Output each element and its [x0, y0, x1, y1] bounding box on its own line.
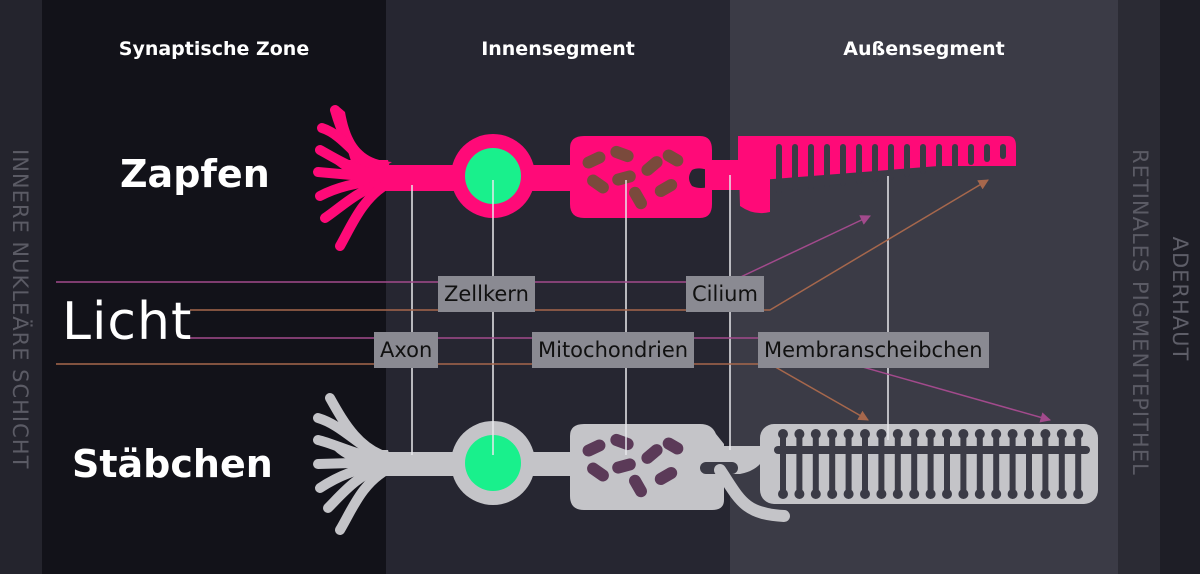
rod-mitochondria [582, 433, 684, 498]
cone-title: Zapfen [120, 152, 270, 196]
rod-cell [313, 393, 1098, 535]
cone-discs [776, 144, 1006, 194]
label-nucleus: Zellkern [438, 276, 535, 312]
label-cilium: Cilium [686, 276, 764, 312]
side-label-pigment-epithelium: RETINALES PIGMENTEPITHEL [1128, 149, 1152, 476]
zone-title-outer-segment: Außensegment [843, 38, 1005, 60]
label-discs: Membranscheibchen [758, 332, 989, 368]
side-label-choroid: ADERHAUT [1168, 236, 1192, 362]
choroid-band [1160, 0, 1200, 574]
zone-title-inner-segment: Innensegment [481, 38, 635, 60]
inner-nuclear-layer-band [0, 0, 42, 574]
pigment-epithelium-band [1118, 0, 1160, 574]
synaptic-zone-band [42, 0, 386, 574]
zone-title-synaptic: Synaptische Zone [118, 38, 310, 60]
light-label: Licht [62, 292, 193, 352]
leader-lines [411, 175, 889, 455]
label-axon: Axon [374, 332, 439, 368]
cone-nucleus [465, 148, 521, 204]
cone-mitochondria [582, 145, 684, 210]
rod-title: Stäbchen [72, 442, 273, 486]
cone-cell [313, 105, 1016, 251]
label-mitochondria: Mitochondrien [532, 332, 695, 368]
side-label-inner-nuclear-layer: INNERE NUKLEÄRE SCHICHT [8, 149, 32, 470]
rod-nucleus [465, 435, 521, 491]
